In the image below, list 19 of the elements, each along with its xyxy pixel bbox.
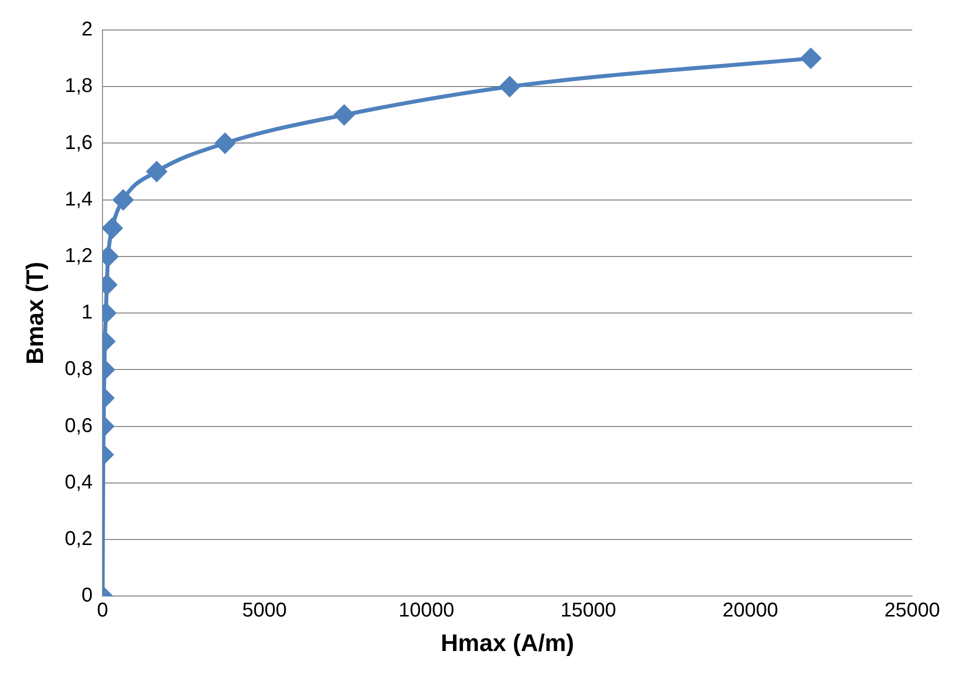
y-tick-label: 0,8 (64, 358, 93, 380)
y-tick-label: 0,2 (64, 528, 93, 550)
x-axis-title: Hmax (A/m) (440, 630, 574, 658)
x-tick-label: 25000 (884, 600, 940, 622)
x-tick-label: 10000 (398, 600, 454, 622)
y-tick-label: 1 (81, 302, 93, 324)
y-axis-title: Bmax (T) (22, 262, 50, 364)
y-tick-label: 1,6 (64, 132, 93, 154)
y-tick-label: 0,6 (64, 414, 93, 437)
y-tick-label: 0,4 (64, 471, 93, 494)
y-tick-label: 2 (81, 18, 93, 41)
x-tick-label: 20000 (722, 600, 778, 622)
x-tick-label: 15000 (560, 600, 616, 622)
y-tick-label: 1,2 (64, 244, 93, 267)
x-tick-label: 5000 (242, 600, 287, 622)
y-tick-label: 1,8 (64, 75, 93, 98)
y-tick-label: 0 (81, 584, 93, 607)
y-tick-label: 1,4 (64, 188, 93, 210)
x-tick-label: 0 (97, 600, 108, 622)
